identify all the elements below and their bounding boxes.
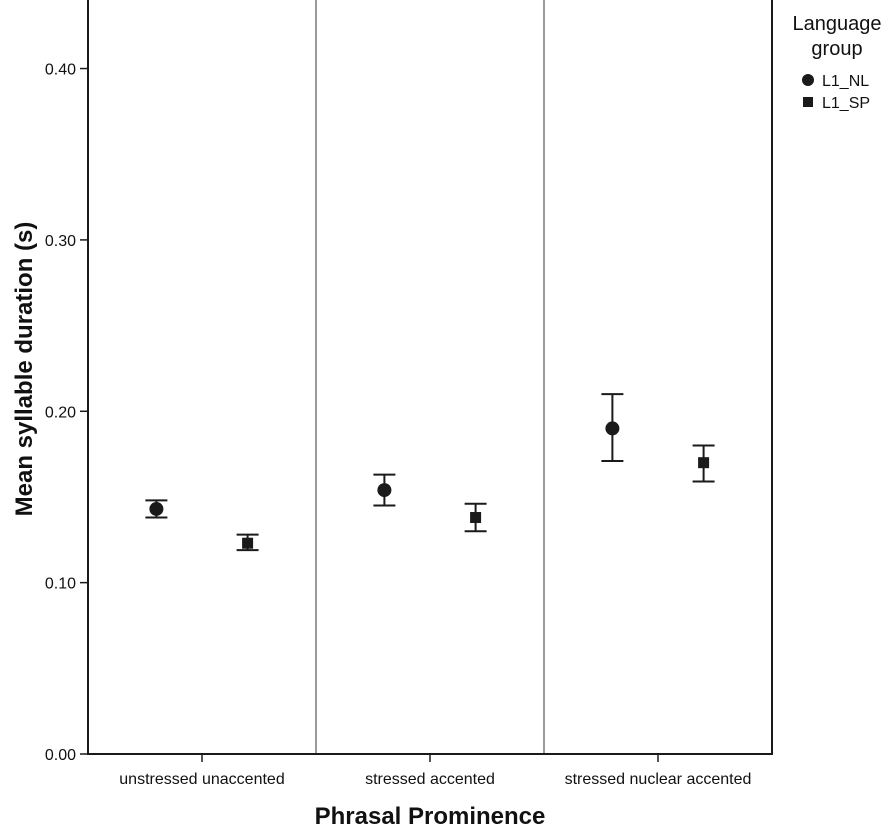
point-L1_SP	[698, 457, 710, 469]
legend-title: group	[811, 38, 862, 60]
x-axis: unstressed unaccented stressed accented st…	[119, 754, 751, 788]
plot-frame	[87, 0, 773, 755]
x-axis-title: Phrasal Prominence	[315, 803, 546, 826]
point-L1_NL	[605, 421, 620, 436]
data-marks	[145, 393, 715, 552]
point-L1_SP	[470, 512, 482, 524]
panel-dividers	[315, 0, 545, 754]
legend-marker-L1_NL	[802, 74, 814, 86]
point-L1_NL	[149, 501, 164, 516]
x-tick-label: unstressed unaccented	[119, 771, 284, 788]
point-L1_NL	[377, 483, 392, 498]
legend: Language group L1_NL L1_SP	[793, 13, 882, 112]
legend-label-L1_SP: L1_SP	[822, 95, 870, 112]
x-tick-label: stressed accented	[365, 771, 495, 788]
y-axis-title: Mean syllable duration (s)	[11, 222, 38, 517]
y-tick-label: 0.30	[45, 233, 76, 250]
legend-title: Language	[793, 13, 882, 35]
y-axis: 0.00 0.10 0.20 0.30 0.40	[45, 62, 88, 764]
legend-label-L1_NL: L1_NL	[822, 73, 869, 90]
y-tick-label: 0.20	[45, 404, 76, 421]
x-tick-label: stressed nuclear accented	[565, 771, 752, 788]
y-tick-label: 0.40	[45, 62, 76, 79]
y-tick-label: 0.00	[45, 747, 76, 764]
point-L1_SP	[242, 537, 254, 549]
legend-marker-L1_SP	[803, 97, 813, 107]
y-tick-label: 0.10	[45, 576, 76, 593]
